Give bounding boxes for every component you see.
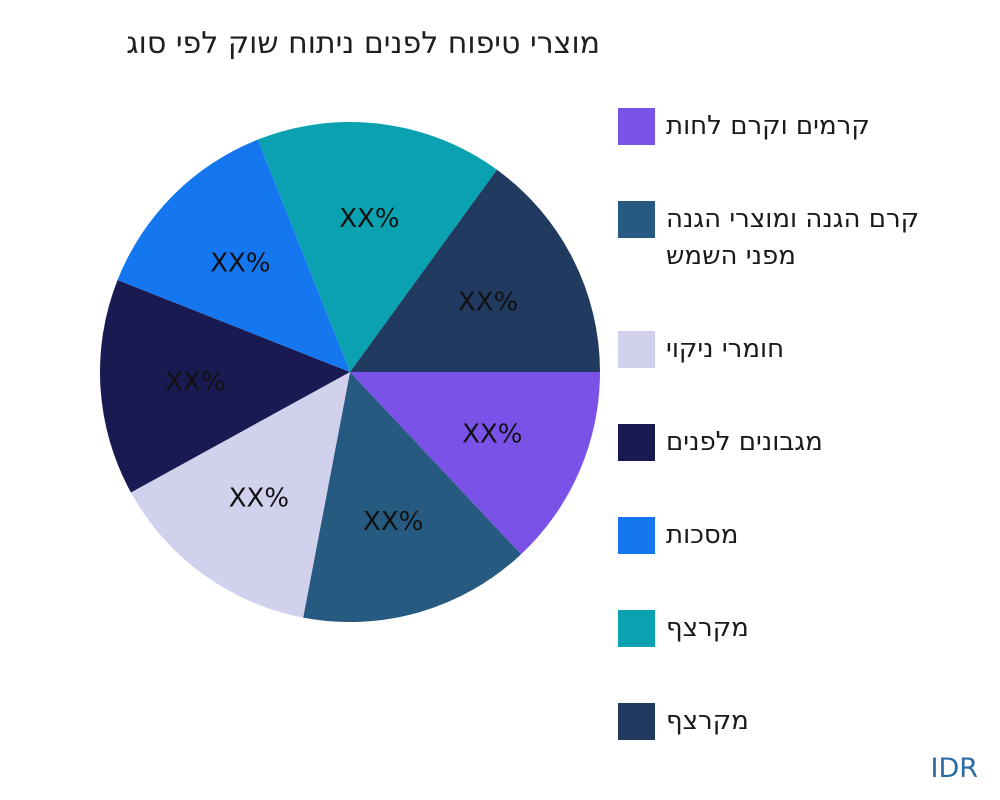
pie-slice-7 xyxy=(350,169,600,372)
slice-value-label: XX% xyxy=(458,288,518,318)
slice-value-label: XX% xyxy=(165,368,225,398)
slice-value-label: XX% xyxy=(229,483,289,513)
legend-swatch xyxy=(618,424,655,461)
legend-label: מקרצף xyxy=(666,706,749,736)
pie-slice-3 xyxy=(130,372,350,618)
legend-swatch xyxy=(618,517,655,554)
legend: קרמים וקרם לחות קרם הגנה ומוצרי הגנה מפני… xyxy=(618,108,994,740)
legend-swatch xyxy=(618,331,655,368)
legend-item: מקרצף xyxy=(618,610,994,647)
legend-swatch xyxy=(618,201,655,238)
legend-swatch xyxy=(618,703,655,740)
legend-label: מקרצף xyxy=(666,613,749,643)
pie-slice-5 xyxy=(117,139,350,372)
legend-label: מגבונים לפנים xyxy=(666,427,823,457)
legend-label: חומרי ניקוי xyxy=(666,334,785,364)
pie-slice-4 xyxy=(100,279,350,493)
slice-value-label: XX% xyxy=(210,248,270,278)
currency-label: IDR xyxy=(930,753,978,784)
slice-value-label: XX% xyxy=(363,507,423,537)
chart-title: מוצרי טיפוח לפנים ניתוח שוק לפי סוג xyxy=(126,26,600,61)
legend-item: מקרצף xyxy=(618,703,994,740)
legend-swatch xyxy=(618,108,655,145)
legend-item: מגבונים לפנים xyxy=(618,424,994,461)
pie-slice-6 xyxy=(257,122,497,373)
pie-slice-1 xyxy=(350,372,600,555)
pie-slice-2 xyxy=(303,372,522,623)
legend-label: קרם הגנה ומוצרי הגנה מפני השמש xyxy=(666,204,920,271)
slice-value-label: XX% xyxy=(339,204,399,234)
slice-value-label: XX% xyxy=(462,420,522,450)
legend-item: חומרי ניקוי xyxy=(618,331,994,368)
legend-label: מסכות xyxy=(666,520,739,550)
legend-swatch xyxy=(618,610,655,647)
legend-item: קרמים וקרם לחות xyxy=(618,108,994,145)
legend-label: קרמים וקרם לחות xyxy=(666,111,870,141)
legend-item: מסכות xyxy=(618,517,994,554)
legend-item: קרם הגנה ומוצרי הגנה מפני השמש xyxy=(618,201,994,275)
